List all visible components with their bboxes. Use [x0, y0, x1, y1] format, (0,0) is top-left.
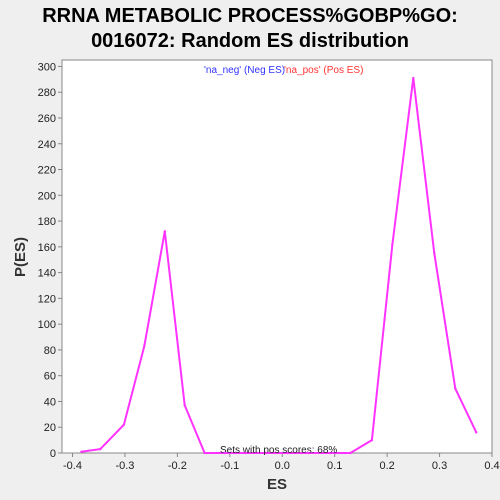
data-point: [163, 230, 166, 233]
x-tick-label: 0.2: [379, 460, 394, 472]
y-tick-label: 260: [38, 113, 56, 125]
x-tick-label: -0.3: [115, 460, 134, 472]
data-point: [244, 451, 247, 455]
pos-scores-annotation: Sets with pos scores: 68%: [220, 445, 337, 456]
y-axis-label: P(ES): [12, 237, 29, 277]
y-tick-label: 280: [38, 87, 56, 99]
data-point: [143, 344, 146, 348]
x-tick-label: 0.4: [484, 460, 499, 472]
y-tick-label: 220: [38, 165, 56, 177]
data-point: [454, 387, 457, 390]
data-point: [183, 404, 186, 407]
data-point: [349, 451, 352, 455]
data-point: [265, 451, 268, 455]
chart-title-line-1: RRNA METABOLIC PROCESS%GOBP%GO:: [42, 5, 458, 27]
data-point: [286, 451, 289, 455]
data-point: [475, 431, 478, 434]
y-tick-label: 20: [44, 422, 56, 434]
y-tick-label: 140: [38, 268, 56, 280]
data-point: [99, 447, 102, 451]
x-axis-label: ES: [267, 476, 287, 493]
x-tick-label: -0.1: [220, 460, 239, 472]
data-point: [433, 252, 436, 255]
y-tick-label: 60: [44, 371, 56, 383]
y-tick-label: 180: [38, 216, 56, 228]
legend-neg-label: 'na_neg' (Neg ES): [204, 65, 285, 76]
data-point: [307, 451, 310, 455]
data-point: [412, 76, 415, 80]
chart-title: RRNA METABOLIC PROCESS%GOBP%GO: 0016072:…: [0, 4, 500, 54]
x-tick-label: -0.4: [63, 460, 82, 472]
x-tick-label: 0.1: [327, 460, 342, 472]
y-tick-label: 200: [38, 190, 56, 202]
data-point: [203, 451, 206, 455]
y-tick-label: 80: [44, 345, 56, 357]
x-tick-label: 0.0: [275, 460, 290, 472]
y-tick-label: 0: [50, 448, 56, 460]
y-tick-label: 100: [38, 319, 56, 331]
data-point: [223, 451, 226, 455]
y-tick-label: 300: [38, 61, 56, 73]
x-tick-label: -0.2: [168, 460, 187, 472]
y-tick-label: 240: [38, 139, 56, 151]
y-tick-label: 160: [38, 242, 56, 254]
plot-area: [61, 59, 493, 454]
data-point: [391, 243, 394, 246]
data-point: [80, 450, 83, 453]
y-tick-label: 40: [44, 396, 56, 408]
random-es-distribution-line: [81, 77, 478, 454]
data-point: [122, 423, 126, 426]
y-tick-label: 120: [38, 293, 56, 305]
x-tick-label: 0.3: [432, 460, 447, 472]
data-point: [328, 451, 331, 455]
data-point: [370, 438, 374, 442]
chart-title-line-2: 0016072: Random ES distribution: [91, 30, 409, 52]
legend-pos-label: 'na_pos' (Pos ES): [284, 65, 363, 76]
y-axis: 0 20 40 60 80 100 120 140 160 180 200 220 240 260 280 3…: [38, 61, 62, 460]
x-axis: -0.4 -0.3 -0.2 -0.1 0.0 0.1 0.2 0.3 0.4: [63, 453, 500, 472]
